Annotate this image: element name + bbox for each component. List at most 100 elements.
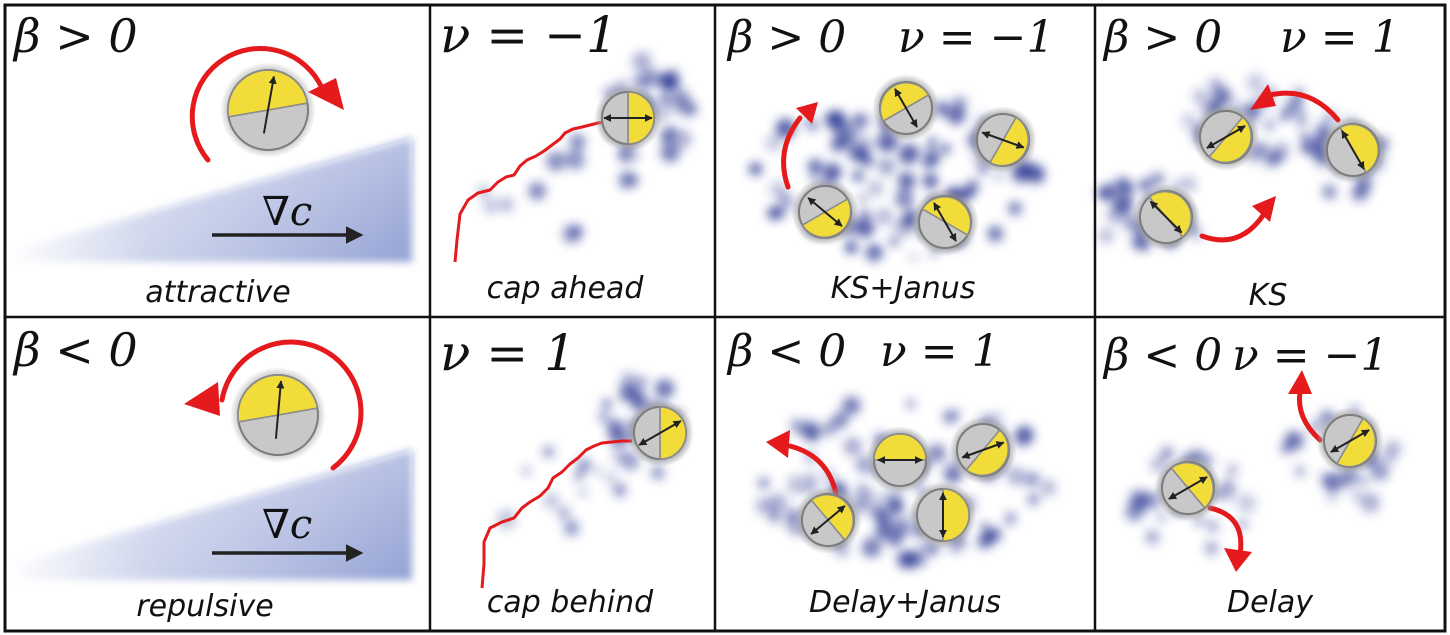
- chemical-blob: [1385, 440, 1402, 457]
- panel-4-label-1: β > 0: [1102, 12, 1222, 63]
- chemical-blob: [835, 128, 855, 148]
- chemical-blob: [1157, 513, 1166, 522]
- arrow-shaft: [189, 46, 325, 163]
- panel-8-label-1: β < 0: [1102, 330, 1222, 381]
- arrow-head: [1252, 196, 1276, 222]
- orientation-vector: [981, 131, 1025, 149]
- particle-p8-a: [1154, 454, 1222, 522]
- trajectory-trails: [453, 120, 632, 589]
- chemical-blob: [800, 420, 820, 441]
- arrow-head: [1288, 370, 1312, 394]
- particle-p3-d: [911, 188, 979, 256]
- chemical-blob: [1007, 201, 1023, 216]
- arrow-head: [796, 102, 818, 124]
- chemical-blob: [642, 68, 661, 88]
- panel-7-label-1: β < 0: [726, 326, 846, 377]
- gradient-ramp-2: ∇c: [8, 450, 412, 580]
- chemical-blob: [897, 145, 918, 166]
- chemical-blob: [659, 93, 670, 104]
- gradient-label: ∇c: [262, 502, 312, 548]
- chemical-blob: [528, 182, 547, 201]
- chemical-blob: [660, 142, 680, 163]
- chemical-blob: [765, 134, 782, 152]
- chemical-blob: [875, 509, 893, 527]
- particle-p7-b: [949, 416, 1017, 484]
- chemical-blob: [1027, 493, 1039, 505]
- chemical-blob: [1180, 176, 1197, 193]
- chemical-blob: [608, 427, 628, 447]
- particle-cap: [237, 374, 319, 423]
- chemical-blob: [631, 151, 640, 160]
- chemical-blob: [637, 376, 649, 387]
- chemical-blob: [766, 206, 781, 220]
- rotation-arrow-p5: [184, 339, 364, 471]
- ramp-highlight: [8, 138, 412, 262]
- chemical-blob: [1181, 113, 1195, 128]
- chemical-blob: [1118, 184, 1134, 200]
- chemical-blob: [1284, 432, 1300, 447]
- arrow-shaft: [1296, 389, 1323, 443]
- chemical-blob: [909, 253, 919, 262]
- chemical-blob: [1217, 481, 1237, 501]
- chemical-blob: [682, 100, 697, 116]
- chemical-blob: [1226, 464, 1239, 476]
- chemical-blob: [835, 111, 844, 121]
- chemical-blob: [857, 488, 877, 508]
- chemical-blob: [769, 511, 780, 523]
- chemical-blob: [665, 76, 680, 91]
- rotation-arrow-p4-bottom: [1199, 196, 1276, 243]
- chemical-blob: [1293, 465, 1307, 478]
- panel-2-label-1: ν = −1: [440, 6, 618, 64]
- chemical-blob: [1322, 184, 1337, 200]
- particle-p7-c: [794, 486, 862, 554]
- chemical-blob: [1160, 446, 1174, 460]
- chemical-blob: [1327, 492, 1338, 503]
- arrow-head: [1224, 548, 1252, 572]
- chemical-blob: [988, 527, 1004, 542]
- chemical-blob: [546, 151, 566, 172]
- orientation-vector: [894, 88, 918, 128]
- chemical-blob: [768, 493, 788, 514]
- chemical-blob: [1238, 520, 1248, 529]
- chemical-blob: [604, 472, 617, 485]
- chemical-blob: [858, 194, 867, 203]
- chemical-blob: [1151, 172, 1165, 186]
- chemical-blob: [1325, 471, 1346, 492]
- particle-cap: [942, 488, 970, 542]
- arrow-head: [308, 78, 344, 110]
- chemical-blob: [1113, 197, 1131, 215]
- chemical-blob: [855, 218, 875, 238]
- chemical-blob: [927, 136, 938, 146]
- orientation-vector: [1149, 200, 1183, 234]
- gradient-ramp-1: ∇c: [8, 138, 412, 262]
- chemical-blob: [922, 173, 939, 189]
- chemical-blob: [889, 237, 898, 247]
- chemical-blob: [769, 181, 787, 198]
- rotation-arrow-p8-bottom: [1207, 505, 1252, 572]
- chemical-blob: [872, 246, 881, 255]
- chemical-blob: [1296, 115, 1307, 127]
- panel-8-label-2: ν = −1: [1232, 330, 1388, 381]
- chemical-blob: [748, 162, 763, 176]
- panel-grid: [3, 3, 1447, 633]
- chemical-blob: [620, 372, 639, 392]
- orientation-vector: [810, 505, 846, 535]
- chemical-blob: [867, 116, 876, 125]
- chemical-blob: [980, 521, 989, 530]
- panel-5-caption: repulsive: [136, 589, 273, 624]
- particle-p5: [230, 367, 326, 463]
- chemical-blob: [922, 155, 936, 169]
- chemical-blob: [1039, 479, 1057, 497]
- chemical-blob: [879, 489, 899, 509]
- chemical-blob: [893, 217, 913, 238]
- chemical-blob: [1192, 89, 1207, 104]
- chemical-blob: [632, 51, 652, 72]
- chemical-blob: [578, 486, 589, 497]
- panel-8-caption: Delay: [1227, 585, 1314, 620]
- orientation-vector: [1206, 125, 1246, 149]
- arrow-head: [184, 382, 220, 416]
- chemical-blob: [1206, 519, 1220, 533]
- chemical-blob: [565, 149, 585, 170]
- chemical-blob: [1358, 475, 1370, 487]
